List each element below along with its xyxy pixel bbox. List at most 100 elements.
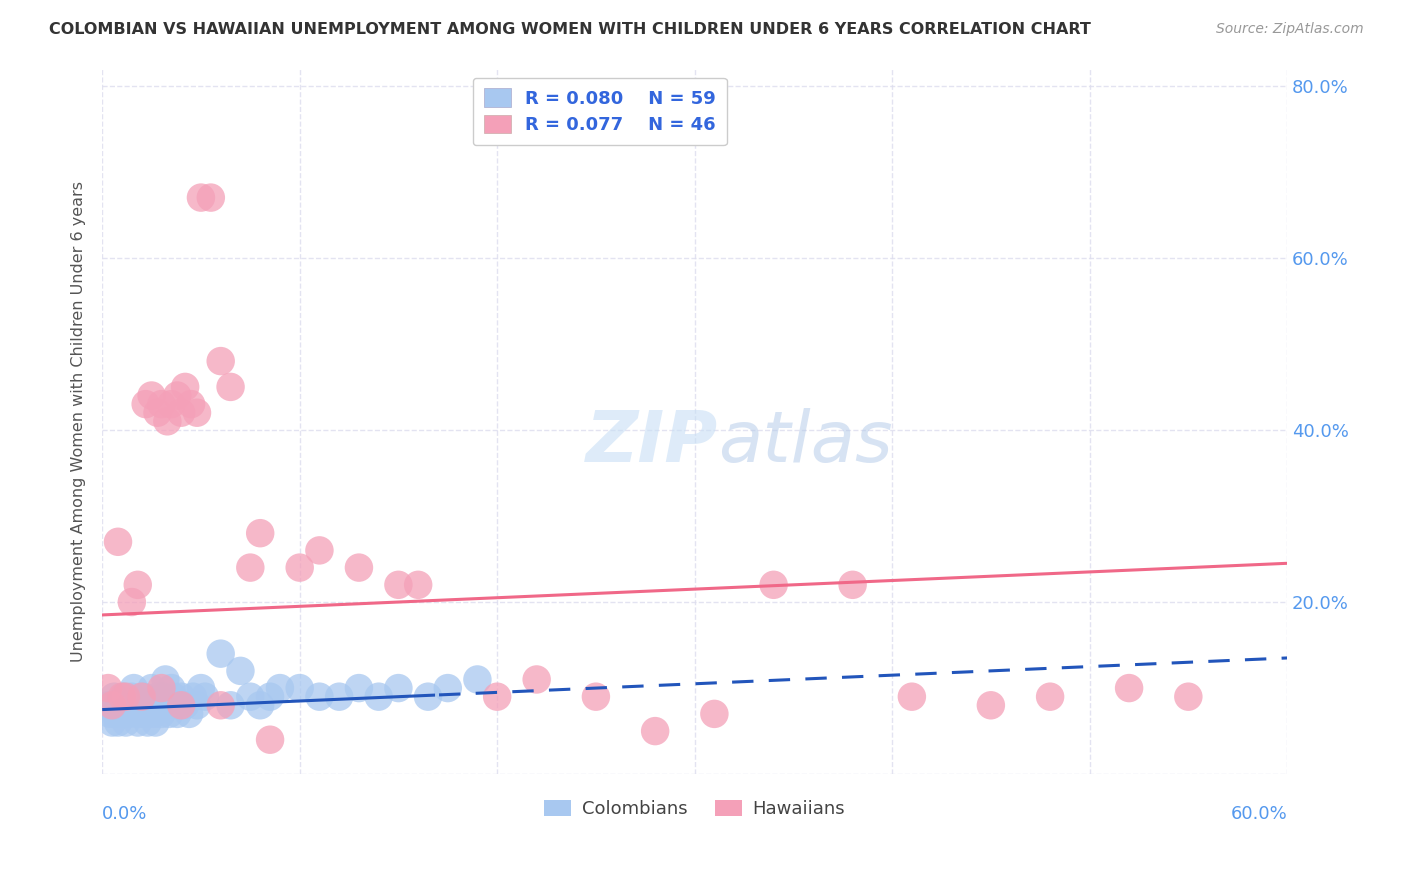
Point — [200, 191, 222, 205]
Point — [115, 690, 138, 704]
Point — [152, 690, 174, 704]
Point — [901, 690, 924, 704]
Point — [156, 414, 179, 428]
Point — [170, 690, 193, 704]
Point — [841, 578, 863, 592]
Text: 0.0%: 0.0% — [103, 805, 148, 822]
Point — [174, 380, 197, 394]
Point — [269, 681, 291, 695]
Point — [406, 578, 429, 592]
Point — [117, 698, 139, 713]
Point — [125, 698, 148, 713]
Point — [135, 706, 157, 721]
Y-axis label: Unemployment Among Women with Children Under 6 years: Unemployment Among Women with Children U… — [72, 181, 86, 662]
Point — [177, 706, 200, 721]
Point — [367, 690, 389, 704]
Point — [115, 715, 138, 730]
Point — [132, 690, 155, 704]
Point — [150, 681, 173, 695]
Point — [308, 690, 330, 704]
Point — [112, 690, 135, 704]
Point — [1177, 690, 1199, 704]
Point — [121, 595, 143, 609]
Point — [416, 690, 439, 704]
Point — [644, 724, 666, 739]
Point — [219, 380, 242, 394]
Point — [127, 715, 149, 730]
Point — [387, 681, 409, 695]
Point — [174, 698, 197, 713]
Point — [150, 397, 173, 411]
Point — [162, 690, 184, 704]
Point — [239, 690, 262, 704]
Text: Source: ZipAtlas.com: Source: ZipAtlas.com — [1216, 22, 1364, 37]
Point — [186, 698, 208, 713]
Point — [103, 690, 125, 704]
Point — [180, 397, 202, 411]
Point — [107, 715, 129, 730]
Point — [166, 706, 188, 721]
Point — [128, 706, 150, 721]
Point — [762, 578, 785, 592]
Point — [249, 526, 271, 541]
Point — [97, 698, 120, 713]
Point — [111, 690, 134, 704]
Point — [209, 698, 232, 713]
Text: COLOMBIAN VS HAWAIIAN UNEMPLOYMENT AMONG WOMEN WITH CHILDREN UNDER 6 YEARS CORRE: COLOMBIAN VS HAWAIIAN UNEMPLOYMENT AMONG… — [49, 22, 1091, 37]
Text: atlas: atlas — [718, 408, 893, 477]
Point — [97, 681, 120, 695]
Point — [111, 706, 134, 721]
Point — [980, 698, 1002, 713]
Point — [288, 681, 311, 695]
Point — [467, 673, 489, 687]
Text: 60.0%: 60.0% — [1230, 805, 1286, 822]
Point — [107, 534, 129, 549]
Point — [142, 706, 165, 721]
Point — [108, 698, 131, 713]
Point — [131, 690, 153, 704]
Point — [288, 560, 311, 574]
Point — [101, 698, 124, 713]
Point — [101, 715, 124, 730]
Point — [121, 690, 143, 704]
Point — [160, 681, 183, 695]
Point — [148, 698, 170, 713]
Point — [259, 690, 281, 704]
Point — [181, 690, 204, 704]
Point — [145, 715, 167, 730]
Point — [105, 706, 128, 721]
Point — [146, 406, 169, 420]
Point — [259, 732, 281, 747]
Point — [141, 388, 163, 402]
Point — [150, 706, 173, 721]
Point — [486, 690, 509, 704]
Point — [1118, 681, 1140, 695]
Point — [190, 681, 212, 695]
Point — [138, 698, 160, 713]
Point — [98, 706, 121, 721]
Point — [122, 681, 145, 695]
Point — [131, 698, 153, 713]
Text: ZIP: ZIP — [586, 408, 718, 477]
Point — [347, 681, 370, 695]
Point — [436, 681, 458, 695]
Point — [190, 191, 212, 205]
Point — [209, 354, 232, 368]
Point — [347, 560, 370, 574]
Point — [136, 715, 159, 730]
Legend: Colombians, Hawaiians: Colombians, Hawaiians — [537, 792, 852, 825]
Point — [249, 698, 271, 713]
Point — [135, 397, 157, 411]
Point — [155, 673, 177, 687]
Point — [156, 698, 179, 713]
Point — [219, 698, 242, 713]
Point — [146, 690, 169, 704]
Point — [526, 673, 548, 687]
Point — [165, 698, 187, 713]
Point — [170, 698, 193, 713]
Point — [160, 397, 183, 411]
Point — [209, 647, 232, 661]
Point — [170, 406, 193, 420]
Point — [308, 543, 330, 558]
Point — [585, 690, 607, 704]
